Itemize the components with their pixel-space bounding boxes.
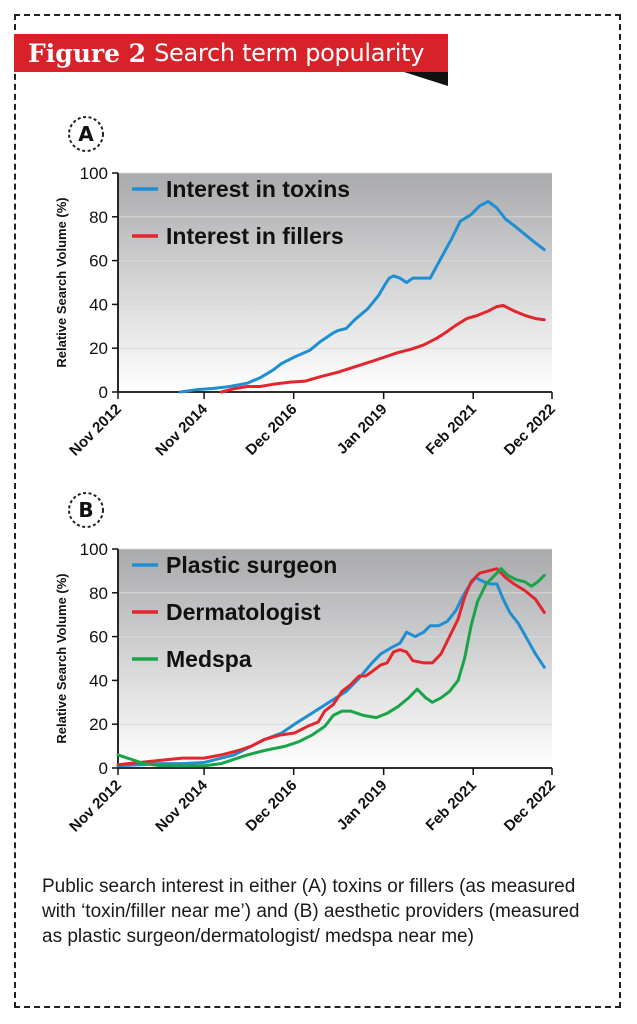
- legend-label: Medspa: [166, 646, 252, 672]
- x-tick-label: Dec 2022: [501, 777, 559, 835]
- series-line-interest-in-toxins: [178, 200, 546, 394]
- y-axis-label: Relative Search Volume (%): [54, 197, 69, 367]
- panel-badge-label: B: [78, 498, 93, 522]
- x-tick-label: Nov 2012: [66, 777, 125, 836]
- y-tick-label: 0: [99, 759, 108, 778]
- figure-frame: [14, 14, 621, 1008]
- x-tick-label: Nov 2012: [66, 401, 125, 460]
- chart-panel-a: A 0 20 40 60 80 100 Nov 2012 Nov 2014 Dec 2016 Jan…: [0, 112, 637, 482]
- figure-banner: Figure 2 Search term popularity: [14, 34, 448, 72]
- y-tick-label: 40: [89, 295, 108, 314]
- y-tick-label: 80: [89, 208, 108, 227]
- series-line-dermatologist: [116, 567, 546, 767]
- y-tick-label: 60: [89, 252, 108, 271]
- plot-area: [118, 173, 552, 392]
- legend-label: Interest in fillers: [166, 223, 344, 249]
- chart-panel-b: B 0 20 40 60 80 100 Nov 2012 Nov 2014 Dec 2016 Jan…: [0, 488, 637, 858]
- y-tick-label: 100: [80, 164, 108, 183]
- x-tick-label: Dec 2022: [501, 401, 559, 459]
- x-tick-label: Feb 2021: [423, 401, 480, 458]
- figure-caption: Public search interest in either (A) tox…: [42, 876, 580, 947]
- figure-title: Search term popularity: [154, 39, 425, 67]
- panel-badge-circle: [68, 116, 104, 152]
- series-line-medspa: [116, 567, 546, 768]
- legend-label: Dermatologist: [166, 599, 321, 625]
- x-tick-label: Dec 2016: [242, 401, 300, 459]
- x-tick-label: Jan 2019: [334, 401, 391, 458]
- x-tick-label: Jan 2019: [334, 777, 391, 834]
- plot-area: [118, 549, 552, 768]
- x-tick-label: Feb 2021: [423, 777, 480, 834]
- x-tick-label: Nov 2014: [152, 400, 211, 459]
- x-tick-label: Nov 2014: [152, 776, 211, 835]
- figure-label: Figure 2: [28, 38, 147, 68]
- banner-fold: [404, 72, 448, 86]
- legend-label: Plastic surgeon: [166, 552, 337, 578]
- x-tick-label: Dec 2016: [242, 777, 300, 835]
- series-line-interest-in-fillers: [219, 304, 546, 394]
- y-tick-label: 20: [89, 715, 108, 734]
- chart-b-svg: B 0 20 40 60 80 100 Nov 2012 Nov 2014 Dec 2016 Jan…: [54, 492, 559, 836]
- y-tick-label: 40: [89, 671, 108, 690]
- series-line-plastic-surgeon: [116, 576, 546, 768]
- y-axis-label: Relative Search Volume (%): [54, 573, 69, 743]
- panel-badge-circle: [68, 492, 104, 528]
- legend-label: Interest in toxins: [166, 176, 350, 202]
- panel-badge-label: A: [78, 122, 94, 146]
- y-tick-label: 0: [99, 383, 108, 402]
- chart-a-svg: A 0 20 40 60 80 100 Nov 2012 Nov 2014 Dec 2016 Jan…: [54, 116, 559, 460]
- y-tick-label: 100: [80, 540, 108, 559]
- y-tick-label: 60: [89, 628, 108, 647]
- y-tick-label: 80: [89, 584, 108, 603]
- y-tick-label: 20: [89, 339, 108, 358]
